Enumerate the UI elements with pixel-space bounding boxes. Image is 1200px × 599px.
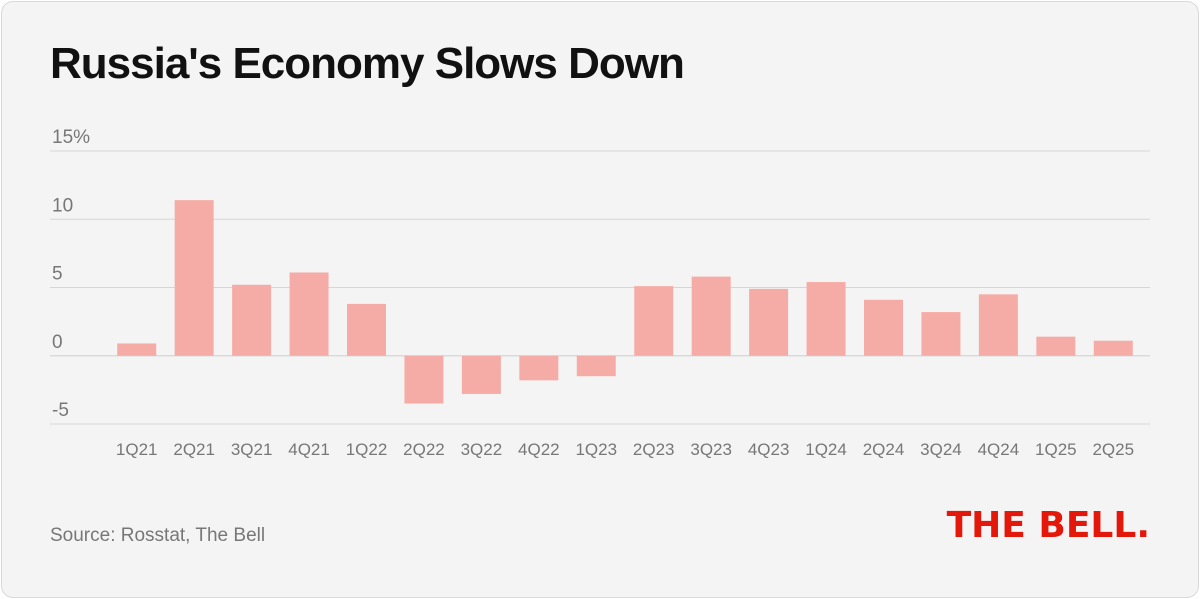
bar-1Q24 [806, 282, 846, 356]
gridlines [50, 150, 1150, 425]
bar-3Q21 [232, 284, 272, 356]
bar-4Q21 [289, 272, 329, 356]
x-tick-label: 3Q21 [231, 440, 273, 459]
y-tick-label: 15% [52, 127, 90, 148]
y-tick-label: 10 [52, 195, 73, 216]
x-tick-label: 3Q23 [690, 440, 732, 459]
x-tick-label: 4Q23 [748, 440, 790, 459]
x-tick-label: 1Q21 [116, 440, 158, 459]
bar-2Q25 [1093, 340, 1133, 356]
x-tick-label: 3Q22 [461, 440, 503, 459]
bar-2Q24 [864, 299, 903, 356]
x-axis-labels: 1Q21 2Q21 3Q21 4Q21 1Q22 2Q22 3Q22 4Q22 1Q23 2Q23… [116, 440, 1134, 459]
the-bell-logo: THE BELL. [946, 505, 1150, 546]
x-tick-label: 1Q23 [575, 440, 617, 459]
y-tick-label: -5 [52, 400, 69, 421]
bars [117, 200, 1133, 404]
bar-1Q22 [347, 303, 386, 356]
source-note: Source: Rosstat, The Bell [50, 525, 266, 546]
y-tick-label: 0 [52, 332, 63, 353]
y-tick-label: 5 [52, 264, 63, 285]
bar-2Q23 [634, 286, 674, 356]
chart-title: Russia's Economy Slows Down [50, 39, 685, 88]
bar-1Q21 [117, 343, 157, 356]
bar-4Q23 [749, 288, 789, 356]
x-tick-label: 4Q22 [518, 440, 560, 459]
bar-3Q22 [461, 355, 501, 394]
bar-1Q25 [1036, 336, 1076, 356]
bar-3Q24 [921, 312, 961, 356]
x-tick-label: 2Q23 [633, 440, 675, 459]
x-tick-label: 1Q24 [805, 440, 847, 459]
bar-2Q21 [174, 200, 214, 356]
x-tick-label: 1Q22 [346, 440, 388, 459]
x-tick-label: 2Q24 [863, 440, 905, 459]
bar-4Q22 [519, 355, 559, 381]
bar-1Q23 [576, 355, 616, 377]
x-tick-label: 4Q24 [978, 440, 1020, 459]
x-tick-label: 2Q21 [173, 440, 215, 459]
x-tick-label: 2Q25 [1092, 440, 1134, 459]
y-axis-labels: -5 0 5 10 15% [52, 127, 90, 421]
bar-3Q23 [691, 276, 731, 356]
bar-4Q24 [978, 294, 1018, 356]
x-tick-label: 1Q25 [1035, 440, 1077, 459]
x-tick-label: 2Q22 [403, 440, 445, 459]
x-tick-label: 4Q21 [288, 440, 330, 459]
bar-2Q22 [404, 355, 444, 404]
x-tick-label: 3Q24 [920, 440, 962, 459]
